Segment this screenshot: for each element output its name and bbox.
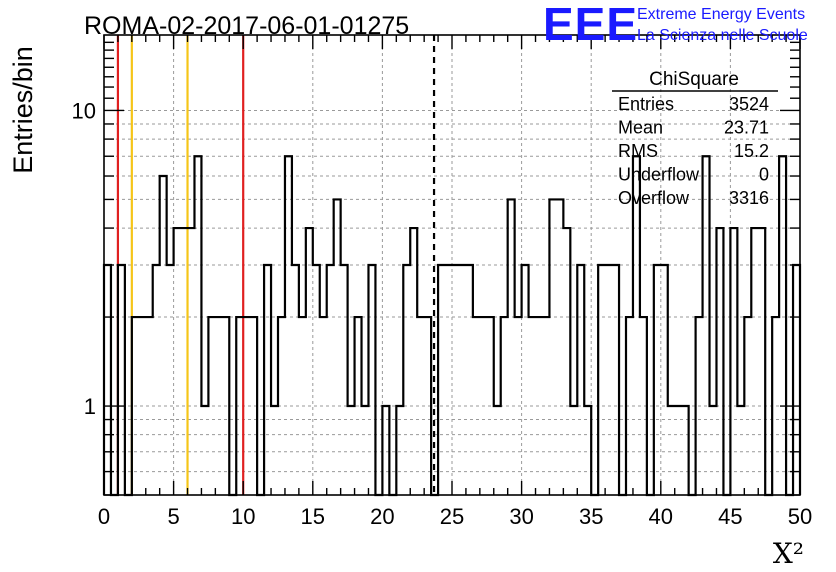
logo-line2: La Scienza nelle Scuole bbox=[637, 27, 808, 44]
x-tick-label: 15 bbox=[301, 504, 325, 529]
x-tick-label: 50 bbox=[788, 504, 812, 529]
grid bbox=[104, 35, 800, 495]
stats-value: 23.71 bbox=[724, 118, 769, 138]
y-tick-labels: 1 10 bbox=[72, 98, 96, 419]
stats-value: 3316 bbox=[729, 188, 769, 208]
stats-label: Underflow bbox=[618, 165, 700, 185]
stats-title: ChiSquare bbox=[649, 69, 739, 90]
x-tick-label: 45 bbox=[718, 504, 742, 529]
stats-value: 0 bbox=[759, 165, 769, 185]
x-tick-label: 5 bbox=[167, 504, 179, 529]
x-tick-label: 40 bbox=[649, 504, 673, 529]
x-tick-label: 35 bbox=[579, 504, 603, 529]
stats-box: ChiSquare Entries 3524 Mean 23.71 RMS 15.2 Und… bbox=[612, 69, 778, 208]
y-tick-label: 10 bbox=[72, 98, 96, 123]
y-axis-label: Entries/bin bbox=[8, 46, 38, 174]
stats-label: Overflow bbox=[618, 188, 690, 208]
y-tick-label: 1 bbox=[84, 394, 96, 419]
chart-title: ROMA-02-2017-06-01-01275 bbox=[84, 12, 409, 40]
stats-label: Entries bbox=[618, 94, 674, 114]
x-tick-label: 25 bbox=[440, 504, 464, 529]
x-tick-label: 20 bbox=[370, 504, 394, 529]
x-tick-label: 10 bbox=[231, 504, 255, 529]
stats-value: 15.2 bbox=[734, 141, 769, 161]
eee-logo: EEE Extreme Energy Events La Scienza nel… bbox=[543, 0, 808, 50]
x-tick-label: 30 bbox=[509, 504, 533, 529]
x-tick-labels: 0 5 10 15 20 25 30 35 40 45 50 bbox=[98, 504, 812, 529]
x-tick-label: 0 bbox=[98, 504, 110, 529]
axis-ticks bbox=[103, 35, 801, 496]
stats-label: RMS bbox=[618, 141, 658, 161]
stats-rows: Entries 3524 Mean 23.71 RMS 15.2 Underflow 0 Ove… bbox=[618, 94, 769, 208]
x-axis-label: X² bbox=[773, 537, 804, 570]
stats-label: Mean bbox=[618, 118, 663, 138]
stats-value: 3524 bbox=[729, 94, 769, 114]
logo-mark: EEE bbox=[543, 0, 638, 50]
histogram-line bbox=[102, 155, 802, 497]
logo-line1: Extreme Energy Events bbox=[637, 6, 805, 23]
